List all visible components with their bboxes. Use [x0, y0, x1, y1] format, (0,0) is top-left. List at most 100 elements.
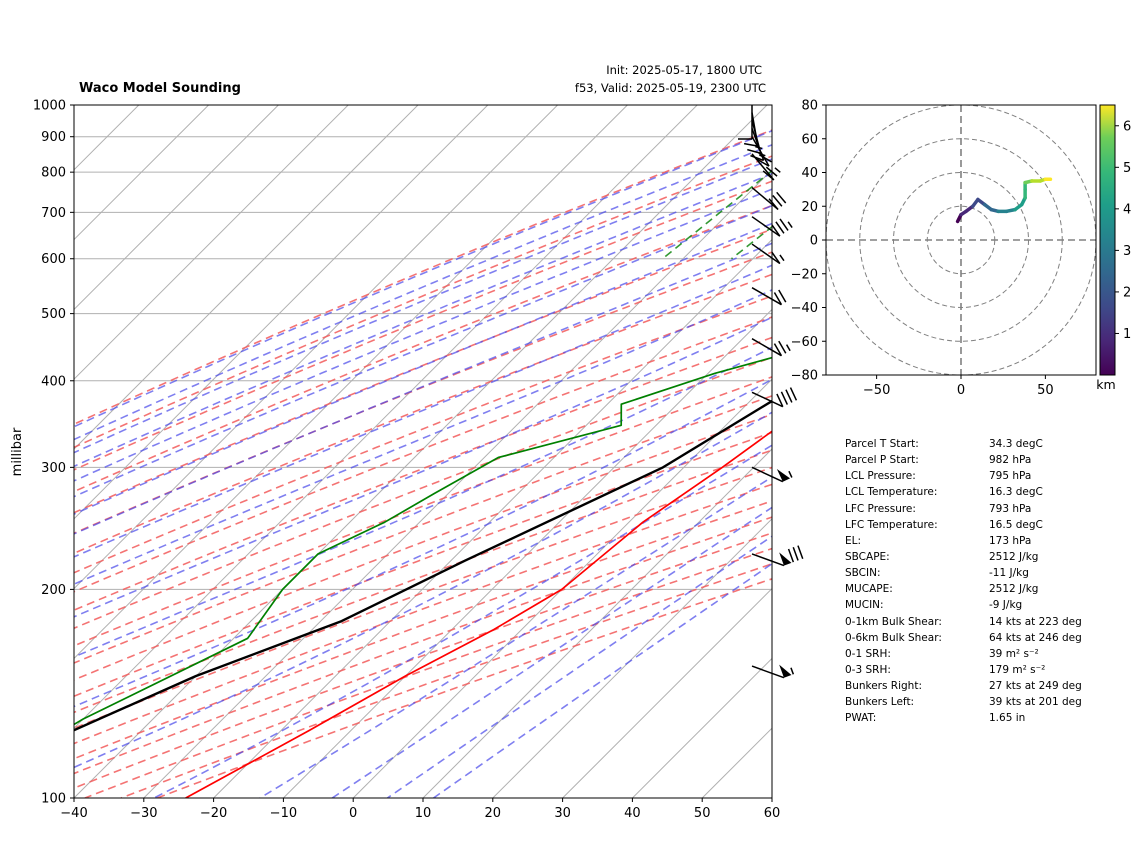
- dry-adiabat: [74, 356, 772, 630]
- colorbar-tick-label: 4: [1123, 202, 1131, 217]
- parameter-label: SBCIN:: [845, 567, 881, 580]
- parameter-value: -9 J/kg: [989, 599, 1023, 612]
- parameter-value: 14 kts at 223 deg: [989, 615, 1082, 628]
- isotherm-line: [74, 105, 628, 660]
- parameter-value: 16.5 degC: [989, 518, 1043, 531]
- parameter-row: 0-1km Bulk Shear: 14 kts at 223 deg: [845, 614, 1082, 630]
- init-time: Init: 2025-05-17, 1800 UTC: [606, 63, 762, 77]
- parameter-label: Parcel T Start:: [845, 438, 919, 450]
- parameter-label: LFC Temperature:: [845, 518, 938, 531]
- hodograph-axes: −50 0 50 80 60 40 20 0 −20 −40 −60 −80: [791, 99, 1054, 399]
- isotherm-line: [74, 105, 349, 380]
- parameter-value: 179 m² s⁻²: [989, 663, 1046, 676]
- y-tick-label: 500: [41, 307, 66, 322]
- parameter-value: 34.3 degC: [989, 438, 1043, 450]
- parameter-value: 1.65 in: [989, 712, 1026, 725]
- hodograph-y-tick-label: −60: [791, 335, 818, 350]
- x-tick-label: −10: [270, 806, 297, 821]
- dry-adiabat: [74, 295, 772, 574]
- parameter-label: 0-3 SRH:: [845, 663, 891, 676]
- wind-barb: [751, 466, 793, 483]
- moist-adiabats: [74, 129, 772, 798]
- parameter-value: -11 J/kg: [989, 567, 1029, 580]
- parameter-value: 982 hPa: [989, 454, 1032, 467]
- colorbar-ticks: 1 2 3 4 5 6: [1115, 119, 1131, 342]
- colorbar-tick-label: 6: [1123, 119, 1131, 134]
- hodograph-x-tick-label: 50: [1037, 383, 1054, 398]
- isotherm-line: [74, 105, 209, 241]
- sounding-profiles: [74, 356, 772, 798]
- moist-adiabat: [74, 222, 772, 516]
- parameter-row: Bunkers Left: 39 kts at 201 deg: [845, 694, 1082, 710]
- parameter-label: SBCAPE:: [845, 550, 890, 563]
- moist-adiabat: [74, 242, 772, 535]
- wind-barb: [751, 664, 795, 679]
- mixing-ratio-line: [731, 225, 772, 260]
- x-tick-label: 60: [764, 806, 781, 821]
- chart-title: Waco Model Sounding: [79, 81, 241, 96]
- x-tick-label: 10: [415, 806, 432, 821]
- x-tick-label: −40: [60, 806, 87, 821]
- y-tick-label: 400: [41, 374, 66, 389]
- parameter-row: MUCIN: -9 J/kg: [845, 597, 1082, 613]
- moist-adiabat: [74, 289, 772, 586]
- parameter-label: LFC Pressure:: [845, 502, 916, 515]
- parameter-label: PWAT:: [845, 712, 877, 725]
- parameter-row: SBCAPE: 2512 J/kg: [845, 549, 1082, 565]
- colorbar-tick-label: 5: [1123, 161, 1131, 176]
- mixing-ratio-line: [914, 105, 1120, 259]
- dry-adiabat: [74, 155, 772, 449]
- y-tick-label: 200: [41, 583, 66, 598]
- dry-adiabat: [74, 431, 772, 698]
- hodograph-y-tick-label: 80: [801, 99, 818, 114]
- dry-adiabat: [74, 180, 772, 471]
- parameter-label: EL:: [845, 534, 862, 547]
- parameter-value: 39 m² s⁻²: [989, 647, 1039, 660]
- moist-adiabat: [74, 346, 772, 658]
- colorbar: [1099, 104, 1116, 376]
- parameter-row: Bunkers Right: 27 kts at 249 deg: [845, 678, 1082, 694]
- colorbar-tick-label: 3: [1123, 244, 1131, 259]
- parameter-label: LCL Temperature:: [845, 486, 938, 499]
- x-tick-label: −20: [200, 806, 227, 821]
- parameter-label: Bunkers Right:: [845, 680, 922, 693]
- colorbar-tick-label: 1: [1123, 327, 1131, 342]
- isotherm-line: [632, 657, 772, 798]
- parameter-row: 0-3 SRH: 179 m² s⁻²: [845, 662, 1082, 678]
- moist-adiabat: [74, 204, 772, 498]
- isobar-grid: [74, 105, 772, 798]
- y-tick-label: 600: [41, 252, 66, 267]
- parameter-row: LCL Pressure: 795 hPa: [845, 468, 1082, 484]
- parameter-value: 793 hPa: [989, 502, 1032, 515]
- dry-adiabat: [74, 500, 772, 760]
- wind-barb: [751, 387, 798, 408]
- skewt-axes: −40 −30 −20 −10 0 10 20 30 40 50 60 100 200 300 400 500…: [33, 99, 780, 822]
- parameter-row: MUCAPE: 2512 J/kg: [845, 581, 1082, 597]
- wind-barb: [751, 216, 793, 237]
- parameter-row: PWAT: 1.65 in: [845, 710, 1082, 726]
- mixing-ratio-line: [662, 169, 772, 260]
- y-axis-label: millibar: [10, 427, 25, 476]
- parameter-row: 0-6km Bulk Shear: 64 kts at 246 deg: [845, 630, 1082, 646]
- parameter-label: 0-6km Bulk Shear:: [845, 631, 942, 644]
- mixing-ratio-line: [984, 105, 1142, 259]
- moist-adiabat: [331, 506, 772, 798]
- y-tick-label: 100: [41, 792, 66, 807]
- parameter-value: 16.3 degC: [989, 486, 1043, 499]
- moist-adiabat: [74, 129, 772, 428]
- parcel-profile: [74, 399, 772, 732]
- parameter-row: EL: 173 hPa: [845, 533, 1082, 549]
- hodograph-x-tick-label: −50: [863, 383, 890, 398]
- moist-adiabat: [153, 444, 772, 798]
- hodograph-y-tick-label: 20: [801, 200, 818, 215]
- isotherm-line: [283, 308, 772, 798]
- dry-adiabat: [74, 376, 772, 647]
- x-tick-label: 40: [624, 806, 641, 821]
- colorbar-tick-label: 2: [1123, 285, 1131, 300]
- hodograph-y-tick-label: 0: [810, 234, 818, 249]
- parameter-value: 795 hPa: [989, 470, 1032, 483]
- hodograph-y-tick-label: −80: [791, 369, 818, 384]
- x-tick-label: 50: [694, 806, 711, 821]
- hodograph-trace: [955, 177, 1053, 224]
